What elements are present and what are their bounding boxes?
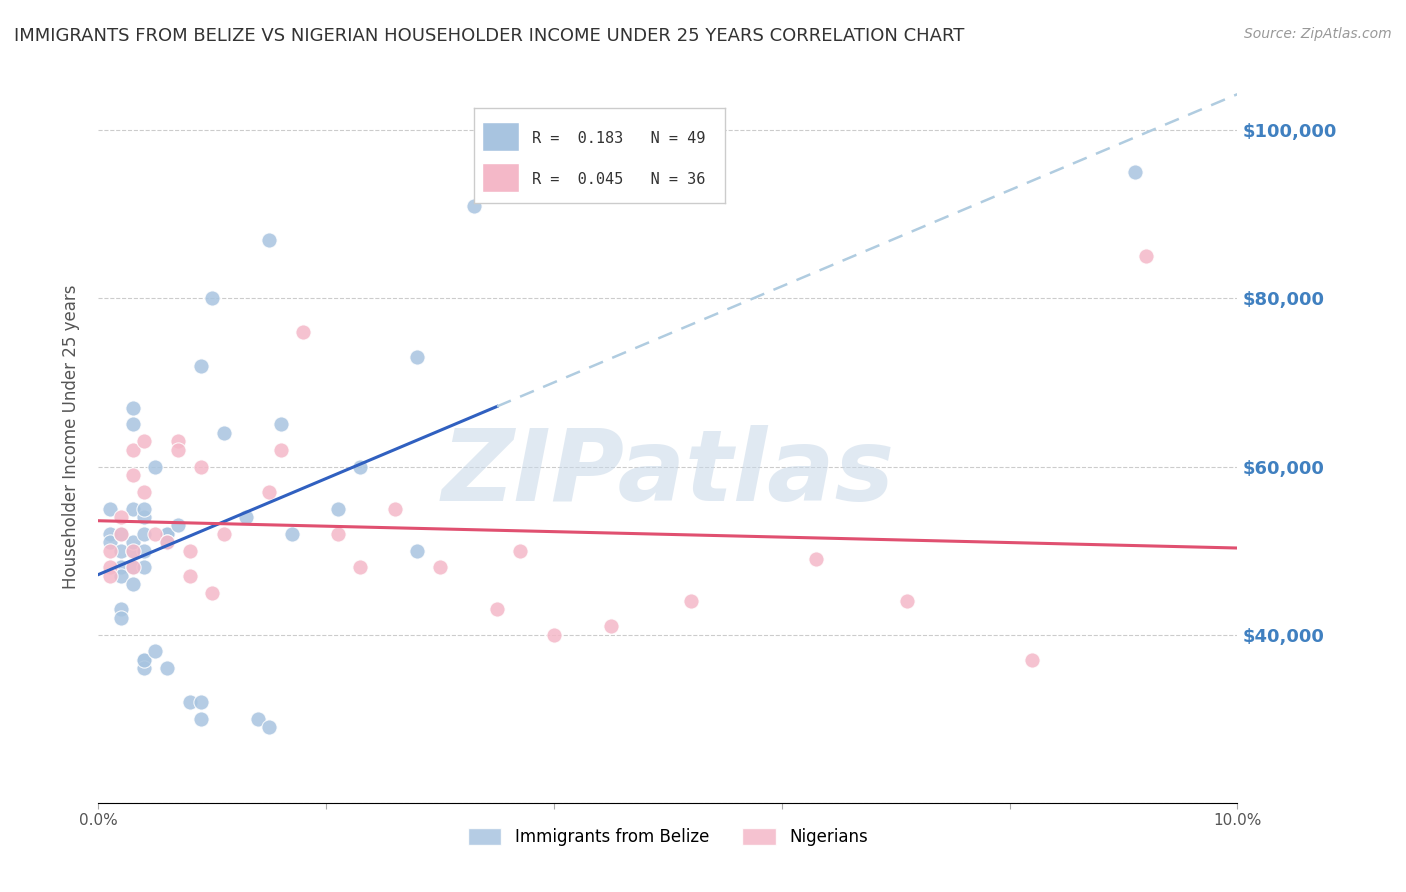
Point <box>121 543 143 558</box>
Point <box>145 526 167 541</box>
Point <box>98 543 121 558</box>
Point <box>156 661 179 675</box>
Point <box>121 467 143 482</box>
Point <box>121 535 143 549</box>
Point <box>132 560 155 574</box>
Point <box>132 661 155 675</box>
Point <box>167 442 190 457</box>
Point <box>270 442 292 457</box>
Point <box>98 501 121 516</box>
Point <box>326 526 349 541</box>
Point <box>132 434 155 449</box>
Point <box>132 526 155 541</box>
Point <box>190 712 212 726</box>
Point <box>406 543 429 558</box>
Point <box>259 720 281 734</box>
Point <box>349 459 371 474</box>
Point <box>110 602 132 616</box>
Point <box>463 199 485 213</box>
Point <box>167 518 190 533</box>
Point <box>132 543 155 558</box>
Point <box>543 627 565 641</box>
Point <box>679 594 702 608</box>
Point <box>132 484 155 499</box>
Point <box>156 526 179 541</box>
Point <box>259 484 281 499</box>
Point <box>804 552 827 566</box>
Text: IMMIGRANTS FROM BELIZE VS NIGERIAN HOUSEHOLDER INCOME UNDER 25 YEARS CORRELATION: IMMIGRANTS FROM BELIZE VS NIGERIAN HOUSE… <box>14 27 965 45</box>
Point <box>486 602 509 616</box>
Legend: Immigrants from Belize, Nigerians: Immigrants from Belize, Nigerians <box>461 822 875 853</box>
Point <box>121 560 143 574</box>
Point <box>259 233 281 247</box>
Point <box>121 401 143 415</box>
Point <box>110 510 132 524</box>
Point <box>121 417 143 432</box>
Point <box>156 526 179 541</box>
Point <box>190 459 212 474</box>
Point <box>212 526 235 541</box>
Point <box>110 543 132 558</box>
Point <box>270 417 292 432</box>
Point <box>201 291 224 305</box>
Point <box>179 695 201 709</box>
Point <box>429 560 451 574</box>
Point <box>132 510 155 524</box>
Point <box>110 560 132 574</box>
Point <box>98 560 121 574</box>
Point <box>281 526 304 541</box>
Point <box>1135 249 1157 263</box>
Point <box>156 535 179 549</box>
Point <box>235 510 257 524</box>
Point <box>190 359 212 373</box>
Point <box>384 501 406 516</box>
Point <box>326 501 349 516</box>
Point <box>110 526 132 541</box>
Point <box>1123 165 1146 179</box>
Point <box>98 526 121 541</box>
Text: ZIPatlas: ZIPatlas <box>441 425 894 522</box>
Point <box>110 611 132 625</box>
Point <box>246 712 269 726</box>
Point <box>132 653 155 667</box>
Point <box>121 543 143 558</box>
Point <box>349 560 371 574</box>
Point <box>132 653 155 667</box>
Point <box>121 577 143 591</box>
Point <box>121 501 143 516</box>
Point <box>179 543 201 558</box>
Point <box>132 501 155 516</box>
Point <box>190 695 212 709</box>
Y-axis label: Householder Income Under 25 years: Householder Income Under 25 years <box>62 285 80 590</box>
Point <box>201 585 224 599</box>
Text: Source: ZipAtlas.com: Source: ZipAtlas.com <box>1244 27 1392 41</box>
Point <box>156 535 179 549</box>
Point <box>896 594 918 608</box>
Point <box>1021 653 1043 667</box>
Point <box>292 325 315 339</box>
Point <box>121 560 143 574</box>
Point <box>110 526 132 541</box>
Point <box>98 569 121 583</box>
Point <box>406 350 429 364</box>
Point <box>98 535 121 549</box>
Point <box>179 569 201 583</box>
Point <box>121 442 143 457</box>
Point <box>145 644 167 658</box>
Point <box>212 425 235 440</box>
Point <box>600 619 623 633</box>
Point <box>509 543 531 558</box>
Point <box>145 459 167 474</box>
Point <box>167 434 190 449</box>
Point <box>110 569 132 583</box>
